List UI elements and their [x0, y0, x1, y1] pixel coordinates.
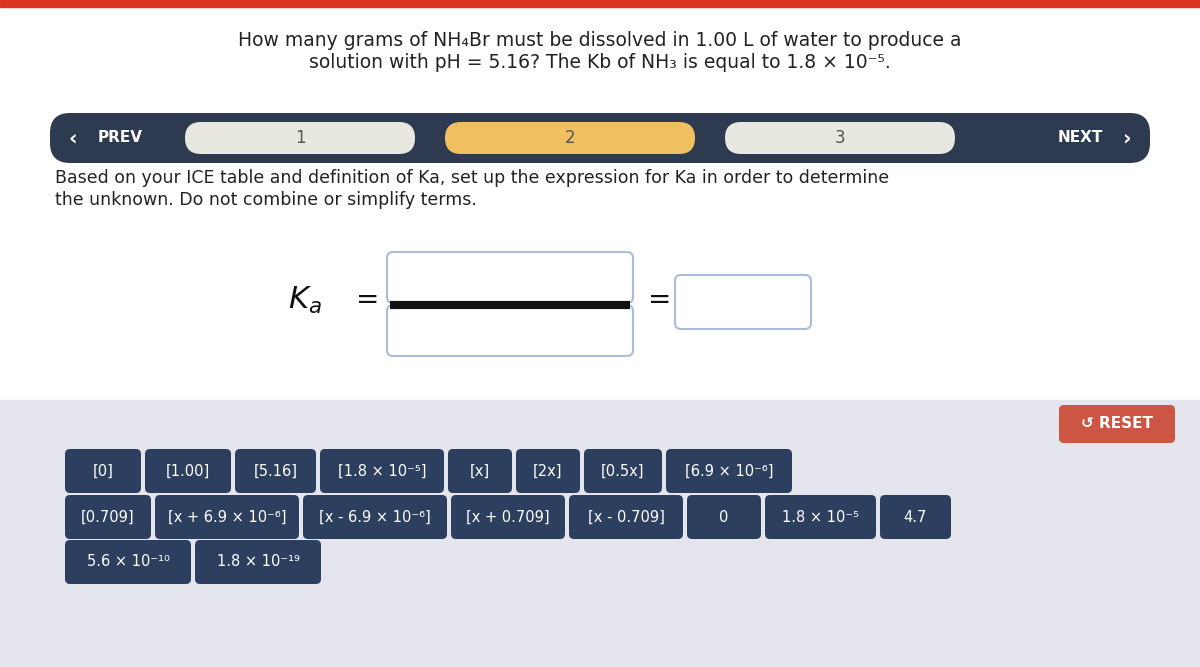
FancyBboxPatch shape: [451, 495, 565, 539]
Text: [0.5x]: [0.5x]: [601, 464, 644, 478]
FancyBboxPatch shape: [235, 449, 316, 493]
Text: $\mathit{K_a}$: $\mathit{K_a}$: [288, 284, 322, 315]
Text: [1.00]: [1.00]: [166, 464, 210, 478]
FancyBboxPatch shape: [50, 113, 1150, 163]
FancyBboxPatch shape: [1060, 405, 1175, 443]
Text: 3: 3: [835, 129, 845, 147]
Text: [x]: [x]: [470, 464, 490, 478]
Text: 0: 0: [719, 510, 728, 524]
Text: [0.709]: [0.709]: [82, 510, 134, 524]
Text: Based on your ICE table and definition of Ka, set up the expression for Ka in or: Based on your ICE table and definition o…: [55, 169, 889, 187]
FancyBboxPatch shape: [65, 449, 142, 493]
Text: [x - 0.709]: [x - 0.709]: [588, 510, 665, 524]
Bar: [0, 0, 1200, 7]
FancyBboxPatch shape: [155, 495, 299, 539]
Text: 4.7: 4.7: [904, 510, 928, 524]
Text: ‹: ‹: [68, 128, 77, 148]
FancyBboxPatch shape: [569, 495, 683, 539]
FancyBboxPatch shape: [725, 122, 955, 154]
FancyBboxPatch shape: [386, 305, 634, 356]
Text: 2: 2: [565, 129, 575, 147]
Text: [5.16]: [5.16]: [253, 464, 298, 478]
FancyBboxPatch shape: [55, 118, 1145, 158]
FancyBboxPatch shape: [386, 252, 634, 303]
FancyBboxPatch shape: [445, 122, 695, 154]
Text: solution with pH = 5.16? The Kb of NH₃ is equal to 1.8 × 10⁻⁵.: solution with pH = 5.16? The Kb of NH₃ i…: [310, 53, 890, 73]
FancyBboxPatch shape: [185, 122, 415, 154]
Text: [0]: [0]: [92, 464, 114, 478]
FancyBboxPatch shape: [65, 495, 151, 539]
Text: [6.9 × 10⁻⁶]: [6.9 × 10⁻⁶]: [685, 464, 773, 478]
FancyBboxPatch shape: [766, 495, 876, 539]
Text: 1.8 × 10⁻¹⁹: 1.8 × 10⁻¹⁹: [216, 554, 300, 570]
FancyBboxPatch shape: [320, 449, 444, 493]
FancyBboxPatch shape: [584, 449, 662, 493]
Text: the unknown. Do not combine or simplify terms.: the unknown. Do not combine or simplify …: [55, 191, 476, 209]
Text: PREV: PREV: [97, 131, 143, 145]
Text: =: =: [356, 286, 379, 314]
Text: ›: ›: [1123, 128, 1132, 148]
FancyBboxPatch shape: [666, 449, 792, 493]
FancyBboxPatch shape: [516, 449, 580, 493]
Text: 1.8 × 10⁻⁵: 1.8 × 10⁻⁵: [782, 510, 859, 524]
Text: ↺ RESET: ↺ RESET: [1081, 416, 1153, 432]
Text: [2x]: [2x]: [533, 464, 563, 478]
FancyBboxPatch shape: [194, 540, 322, 584]
Text: NEXT: NEXT: [1057, 131, 1103, 145]
Text: =: =: [648, 286, 672, 314]
Text: [x + 0.709]: [x + 0.709]: [466, 510, 550, 524]
Text: [x - 6.9 × 10⁻⁶]: [x - 6.9 × 10⁻⁶]: [319, 510, 431, 524]
FancyBboxPatch shape: [686, 495, 761, 539]
FancyBboxPatch shape: [880, 495, 952, 539]
Text: 5.6 × 10⁻¹⁰: 5.6 × 10⁻¹⁰: [86, 554, 169, 570]
FancyBboxPatch shape: [674, 275, 811, 329]
Text: [x + 6.9 × 10⁻⁶]: [x + 6.9 × 10⁻⁶]: [168, 510, 287, 524]
Text: 1: 1: [295, 129, 305, 147]
FancyBboxPatch shape: [65, 540, 191, 584]
Bar: [0, 400, 1200, 667]
Text: How many grams of NH₄Br must be dissolved in 1.00 L of water to produce a: How many grams of NH₄Br must be dissolve…: [239, 31, 961, 49]
Text: [1.8 × 10⁻⁵]: [1.8 × 10⁻⁵]: [337, 464, 426, 478]
FancyBboxPatch shape: [448, 449, 512, 493]
FancyBboxPatch shape: [145, 449, 230, 493]
FancyBboxPatch shape: [302, 495, 446, 539]
